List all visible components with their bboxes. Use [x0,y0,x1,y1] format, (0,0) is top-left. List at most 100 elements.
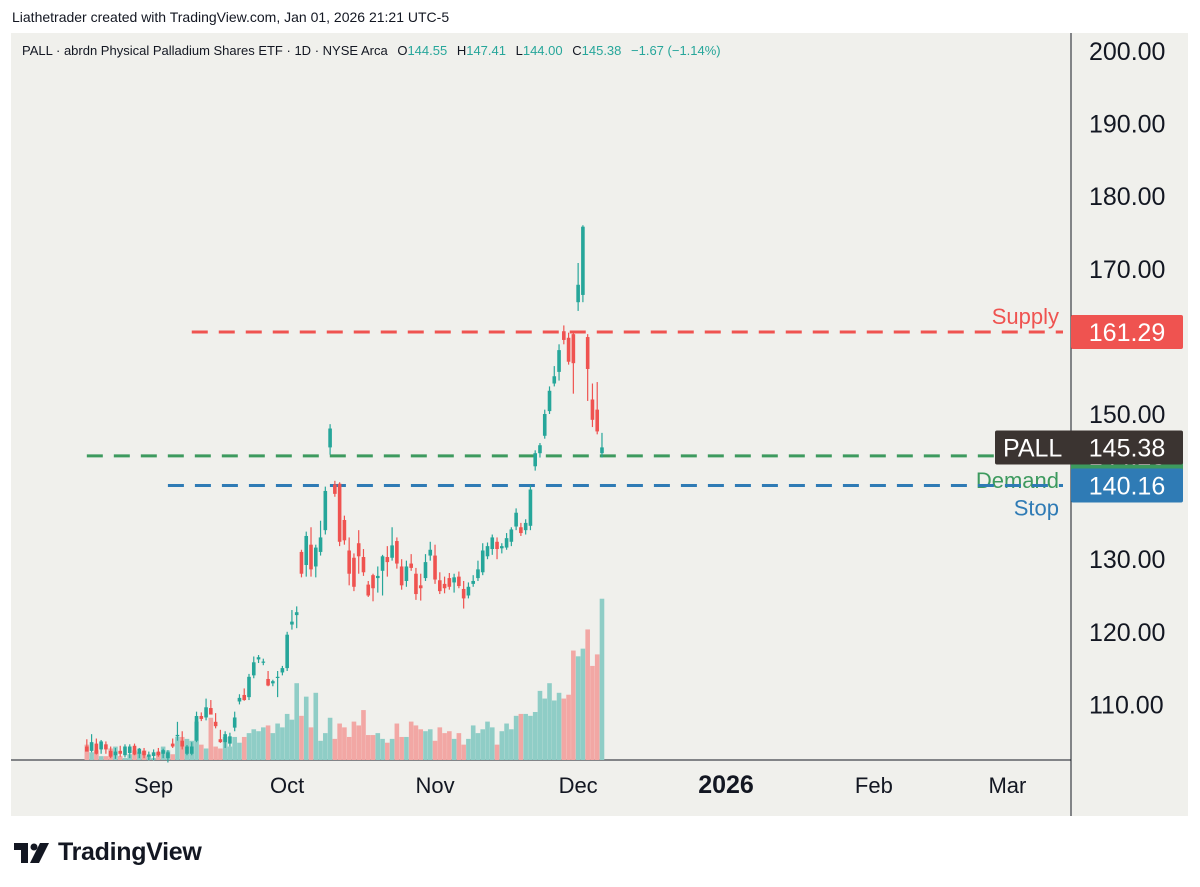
candle-body [85,746,89,752]
candle-body [566,337,571,362]
volume-bar [418,729,424,760]
supply-level-label: Supply [992,304,1059,329]
price-chart[interactable]: 200.00 190.00 180.00 170.00 150.00 130.00 120.… [11,33,1188,816]
time-axis-label: Dec [559,773,598,798]
candle-body [189,746,194,754]
volume-bar [504,723,509,760]
supply-tag-value: 161.29 [1089,319,1165,347]
candle-body [476,569,480,579]
volume-bar [370,735,376,760]
candle-body [108,750,113,757]
candle-body [466,586,471,596]
legend-change: −1.67 (−1.14%) [631,43,721,58]
volume-bar [318,740,323,760]
candle-body [352,557,356,587]
volume-bar [94,750,99,760]
volume-bar [175,736,180,760]
time-axis-label: Feb [855,773,893,798]
candle-body [285,634,289,669]
candle-body [247,676,251,698]
candle-body [461,588,466,599]
candle-body [385,557,390,563]
volume-bar [551,700,557,760]
legend-close-value: 145.38 [581,43,622,58]
chart-frame[interactable]: 200.00 190.00 180.00 170.00 150.00 130.00 120.… [11,33,1188,816]
candle-body [333,484,337,494]
time-axis-label: Sep [134,773,173,798]
candle-body [290,621,294,625]
legend-separator: · [286,43,295,58]
candle-body [123,746,127,756]
candle-body [485,546,490,557]
candle-body [452,577,456,583]
candle-body [356,543,361,557]
volume-bar [203,748,209,760]
volume-bar [537,690,543,760]
chart-credit: Liathetrader created with TradingView.co… [12,9,450,25]
volume-bar [361,710,366,760]
candle-body [414,573,418,595]
candle-body [166,752,170,759]
candle-body [313,547,318,567]
last-price-symbol: PALL [1003,435,1062,463]
candle-body [180,740,185,747]
stop-level-label: Stop [1014,495,1059,520]
volume-bar [232,736,237,760]
volume-bar [241,736,247,760]
candle-body [395,541,399,564]
volume-bar [89,752,94,760]
candle-body [294,612,299,616]
volume-bar [499,731,505,760]
candle-body [528,489,533,526]
candle-body [433,555,437,580]
candle-body [299,551,304,574]
volume-bar [351,721,357,760]
candle-body [380,556,385,571]
legend-low-label: L [515,43,523,58]
legend-close-label: C [572,43,582,58]
volume-bar [103,756,109,760]
volume-bar [375,733,381,760]
volume-bar [518,713,524,760]
volume-bar [261,727,266,760]
demand-level-label: Demand [976,468,1059,493]
legend-separator: · [55,43,64,58]
volume-bar [327,717,333,760]
candle-body [423,562,428,579]
candle-body [194,716,199,741]
candle-body [371,575,375,589]
tradingview-brand[interactable]: TradingView [14,838,202,867]
candle-body [509,529,514,542]
candle-body [213,721,218,727]
candle-body [490,537,495,550]
supply-tag [1071,315,1183,350]
volume-bar [413,725,419,760]
price-axis-tick: 180.00 [1089,183,1165,211]
price-axis-tick: 130.00 [1089,546,1165,574]
volume-bar [280,727,285,760]
candle-body [242,694,247,701]
time-axis-label: Nov [415,773,454,798]
candle-body [390,545,394,558]
volume-bar [84,744,90,760]
candle-body [533,453,537,467]
volume-bar [385,742,390,760]
last-price-value: 145.38 [1089,435,1165,463]
volume-bar [294,683,299,760]
legend-symbol: PALL [22,43,53,58]
candle-body [175,734,180,737]
candle-body [185,746,189,754]
legend-open-value: 144.55 [407,43,448,58]
price-axis-tick: 110.00 [1089,691,1164,719]
volume-bar [289,719,295,760]
volume-bar [542,698,548,760]
volume-bar [122,758,128,760]
volume-bar [170,754,175,760]
candle-body [170,743,175,747]
volume-bar [256,731,261,760]
volume-bar [485,721,490,760]
volume-bar [523,713,528,760]
volume-bar [332,738,338,760]
volume-bar [117,756,123,760]
volume-bar [442,733,447,760]
